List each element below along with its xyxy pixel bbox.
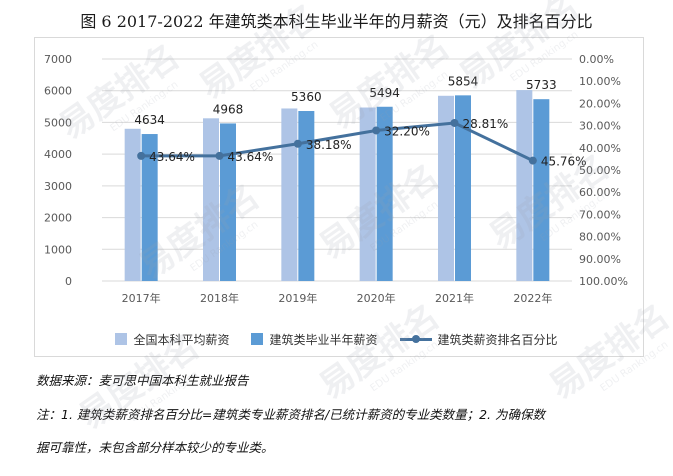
y-right-tick-label: 100.00%: [579, 275, 628, 288]
footnote-line-1: 注：1. 建筑类薪资排名百分比=建筑类专业薪资排名/已统计薪资的专业类数量；2.…: [36, 407, 545, 422]
line-data-label: 38.18%: [306, 138, 352, 152]
y-left-tick-label: 1000: [44, 243, 72, 256]
y-right-tick-label: 20.00%: [579, 97, 621, 110]
x-tick-label: 2018年: [200, 291, 239, 305]
bar: [124, 128, 141, 281]
legend-swatch-national-avg: [115, 333, 128, 345]
rank-percent-point: [137, 151, 146, 160]
bar: [203, 118, 219, 281]
y-left-tick-label: 6000: [44, 85, 72, 98]
y-right-tick-label: 30.00%: [579, 120, 621, 133]
y-left-tick-label: 5000: [44, 116, 72, 129]
bar: [376, 106, 393, 281]
y-left-tick-label: 2000: [44, 212, 72, 225]
rank-percent-point: [528, 156, 537, 165]
bar: [220, 123, 236, 282]
line-data-label: 32.20%: [384, 124, 430, 138]
bar: [359, 107, 376, 281]
legend-swatch-rank-percent: [399, 333, 432, 345]
legend-swatch-architecture-salary: [251, 333, 264, 345]
data-source-note: 数据来源：麦可思中国本科生就业报告: [36, 373, 249, 388]
legend-item-rank-percent: 建筑类薪资排名百分比: [399, 331, 558, 348]
rank-percent-point: [450, 118, 459, 127]
bar-data-label: 5360: [291, 90, 322, 104]
chart-title: 图 6 2017-2022 年建筑类本科生毕业半年的月薪资（元）及排名百分比: [80, 12, 593, 31]
bar: [298, 111, 315, 281]
x-tick-label: 2021年: [435, 291, 474, 305]
bar: [516, 90, 533, 281]
bar-data-label: 5854: [448, 74, 479, 88]
bar-data-label: 5494: [369, 86, 400, 100]
y-left-tick-label: 0: [65, 275, 72, 288]
bar: [141, 134, 158, 281]
y-right-tick-label: 60.00%: [579, 186, 621, 199]
y-right-tick-label: 70.00%: [579, 208, 621, 221]
line-data-label: 43.64%: [149, 150, 195, 164]
chart-legend: 全国本科平均薪资 建筑类毕业半年薪资 建筑类薪资排名百分比: [0, 328, 673, 350]
legend-label-architecture-salary: 建筑类毕业半年薪资: [269, 332, 378, 347]
y-left-tick-label: 7000: [44, 53, 72, 66]
y-left-tick-label: 3000: [44, 180, 72, 193]
bar: [281, 108, 298, 281]
x-tick-label: 2017年: [122, 291, 161, 305]
rank-percent-line: [141, 121, 534, 162]
line-data-label: 28.81%: [463, 117, 509, 131]
line-data-label: 43.64%: [228, 150, 274, 164]
y-right-tick-label: 90.00%: [579, 253, 621, 266]
legend-item-national-avg: 全国本科平均薪资: [115, 331, 229, 348]
y-right-tick-label: 0.00%: [579, 53, 614, 66]
x-tick-label: 2020年: [357, 291, 396, 305]
bar-data-label: 4634: [134, 113, 165, 127]
y-right-tick-label: 50.00%: [579, 164, 621, 177]
bar: [438, 95, 454, 281]
y-left-tick-label: 4000: [44, 148, 72, 161]
footnote-line-2: 据可靠性，未包含部分样本较少的专业类。: [36, 440, 274, 455]
bar-data-label: 4968: [213, 102, 244, 116]
rank-percent-point: [372, 126, 381, 135]
y-right-tick-label: 10.00%: [579, 75, 621, 88]
legend-label-rank-percent: 建筑类薪资排名百分比: [437, 332, 558, 347]
rank-percent-point: [293, 139, 302, 148]
y-right-tick-label: 40.00%: [579, 142, 621, 155]
legend-label-national-avg: 全国本科平均薪资: [133, 332, 230, 347]
bar: [455, 95, 471, 281]
rank-percent-point: [215, 151, 224, 160]
bar: [533, 99, 550, 281]
line-data-label: 45.76%: [541, 155, 587, 169]
bar-data-label: 5733: [526, 78, 557, 92]
legend-item-architecture-salary: 建筑类毕业半年薪资: [251, 331, 378, 348]
x-tick-label: 2019年: [278, 291, 317, 305]
x-tick-label: 2022年: [513, 291, 552, 305]
y-right-tick-label: 80.00%: [579, 231, 621, 244]
